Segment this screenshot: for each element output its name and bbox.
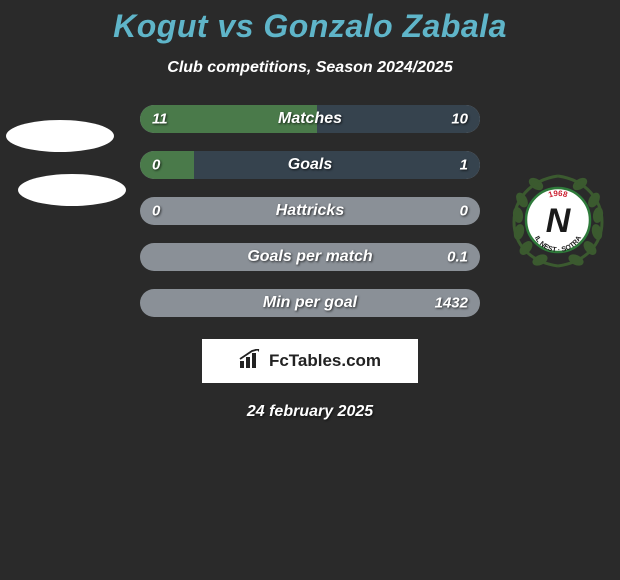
stat-value-right: 0: [460, 203, 468, 220]
subtitle: Club competitions, Season 2024/2025: [167, 59, 452, 77]
team-marker-ellipse: [6, 120, 114, 152]
stat-value-left: 0: [152, 203, 160, 220]
stat-label: Matches: [278, 110, 342, 128]
stat-label: Goals per match: [247, 248, 372, 266]
crest-n-letter: N: [546, 202, 572, 240]
brand-text: FcTables.com: [269, 351, 381, 371]
date-text: 24 february 2025: [247, 403, 373, 421]
stat-value-right: 10: [451, 111, 468, 128]
stat-bar: 1432 Min per goal: [140, 289, 480, 317]
stat-value-right: 1432: [435, 295, 468, 312]
stat-value-right: 0.1: [447, 249, 468, 266]
stat-bar: 0.1 Goals per match: [140, 243, 480, 271]
brand-badge: FcTables.com: [202, 339, 418, 383]
stat-bar: 11 10 Matches: [140, 105, 480, 133]
stat-value-right: 1: [460, 157, 468, 174]
stat-label: Hattricks: [276, 202, 344, 220]
stat-bar: 0 1 Goals: [140, 151, 480, 179]
bar-fill-right: [194, 151, 480, 179]
brand-chart-icon: [239, 349, 263, 374]
stat-bar: 0 0 Hattricks: [140, 197, 480, 225]
stat-label: Goals: [288, 156, 332, 174]
bar-fill-left: [140, 151, 194, 179]
club-crest: 1968 N IL NEST · SOTRA: [508, 170, 608, 270]
stat-label: Min per goal: [263, 294, 357, 312]
team-marker-ellipse: [18, 174, 126, 206]
stat-value-left: 0: [152, 157, 160, 174]
bars-container: 11 10 Matches 0 1 Goals 0 0 Hattricks 0.1 Goals pe…: [140, 105, 480, 317]
stat-value-left: 11: [152, 111, 168, 128]
page-title: Kogut vs Gonzalo Zabala: [113, 8, 507, 45]
